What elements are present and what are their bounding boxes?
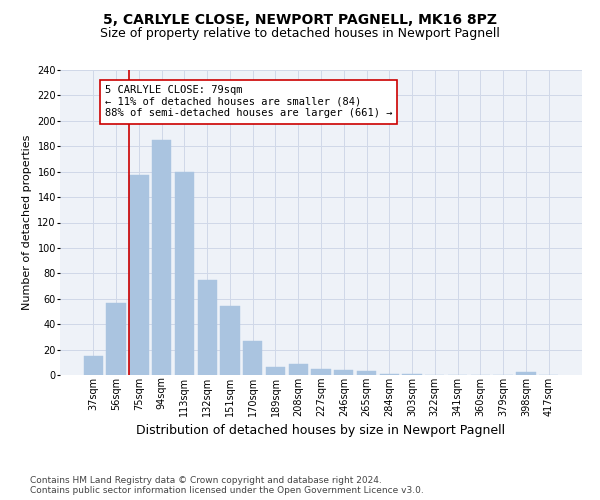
Bar bbox=[516, 372, 536, 375]
Bar bbox=[197, 280, 217, 375]
Text: 5, CARLYLE CLOSE, NEWPORT PAGNELL, MK16 8PZ: 5, CARLYLE CLOSE, NEWPORT PAGNELL, MK16 … bbox=[103, 12, 497, 26]
Bar bbox=[334, 370, 353, 375]
Text: Contains HM Land Registry data © Crown copyright and database right 2024.
Contai: Contains HM Land Registry data © Crown c… bbox=[30, 476, 424, 495]
Text: 5 CARLYLE CLOSE: 79sqm
← 11% of detached houses are smaller (84)
88% of semi-det: 5 CARLYLE CLOSE: 79sqm ← 11% of detached… bbox=[105, 85, 392, 118]
Bar bbox=[84, 356, 103, 375]
Bar bbox=[175, 172, 194, 375]
Bar bbox=[106, 302, 126, 375]
Bar bbox=[311, 368, 331, 375]
Text: Size of property relative to detached houses in Newport Pagnell: Size of property relative to detached ho… bbox=[100, 28, 500, 40]
Bar bbox=[243, 340, 262, 375]
Bar bbox=[403, 374, 422, 375]
Bar bbox=[289, 364, 308, 375]
Bar bbox=[220, 306, 239, 375]
Bar bbox=[380, 374, 399, 375]
Bar bbox=[152, 140, 172, 375]
Bar bbox=[266, 368, 285, 375]
X-axis label: Distribution of detached houses by size in Newport Pagnell: Distribution of detached houses by size … bbox=[136, 424, 506, 437]
Y-axis label: Number of detached properties: Number of detached properties bbox=[22, 135, 32, 310]
Bar bbox=[357, 371, 376, 375]
Bar bbox=[129, 176, 149, 375]
